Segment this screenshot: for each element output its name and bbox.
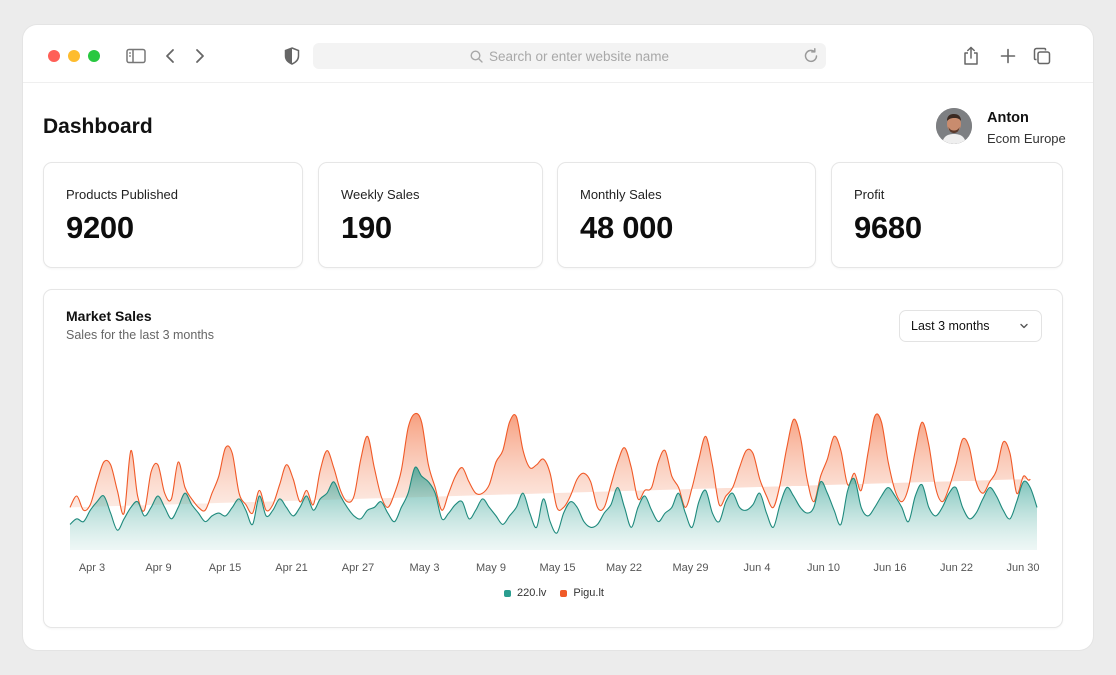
stat-card-monthly-sales: Monthly Sales 48 000 [557, 162, 816, 268]
x-tick-label: Apr 21 [275, 562, 307, 574]
forward-icon[interactable] [188, 44, 212, 68]
series-pigu-lt-line [69, 412, 1031, 515]
legend-label: 220.lv [517, 587, 547, 599]
sidebar-icon[interactable] [124, 44, 148, 68]
x-tick-label: May 15 [539, 562, 575, 574]
x-tick-label: Apr 15 [209, 562, 241, 574]
x-tick-label: May 29 [672, 562, 708, 574]
stat-card-weekly-sales: Weekly Sales 190 [318, 162, 543, 268]
x-tick-label: Jun 16 [873, 562, 906, 574]
range-select[interactable]: Last 3 months [899, 310, 1042, 342]
legend-item[interactable]: Pigu.lt [560, 587, 604, 599]
new-tab-icon[interactable] [996, 44, 1020, 68]
reload-icon[interactable] [802, 47, 820, 65]
browser-window: Search or enter website name Dashboard [23, 25, 1093, 650]
x-tick-label: Jun 22 [940, 562, 973, 574]
market-sales-panel: Market Sales Sales for the last 3 months… [43, 289, 1063, 628]
chart-legend: 220.lv Pigu.lt [44, 587, 1064, 599]
zoom-window-button[interactable] [88, 50, 100, 62]
stat-card-profit: Profit 9680 [831, 162, 1063, 268]
legend-swatch [504, 589, 512, 597]
stat-label: Products Published [66, 187, 179, 202]
back-icon[interactable] [158, 44, 182, 68]
page-title: Dashboard [43, 115, 153, 138]
x-tick-label: Jun 10 [807, 562, 840, 574]
share-icon[interactable] [959, 44, 983, 68]
stat-value: 9680 [854, 210, 922, 245]
range-select-value: Last 3 months [911, 319, 990, 333]
stat-value: 190 [341, 210, 392, 245]
series-220-lv-area [70, 467, 1037, 550]
legend-swatch [560, 589, 568, 597]
tabs-icon[interactable] [1030, 44, 1054, 68]
user-name: Anton [987, 110, 1029, 126]
address-placeholder: Search or enter website name [488, 48, 670, 64]
x-tick-label: Apr 3 [79, 562, 105, 574]
series-pigu-lt-area [70, 413, 1031, 515]
panel-title: Market Sales [66, 308, 152, 324]
minimize-window-button[interactable] [68, 50, 80, 62]
x-tick-label: May 9 [476, 562, 506, 574]
legend-item[interactable]: 220.lv [504, 587, 546, 599]
series-220-lv-line [69, 466, 1038, 534]
x-tick-label: Apr 9 [145, 562, 171, 574]
legend-label: Pigu.lt [573, 587, 604, 599]
avatar[interactable] [936, 108, 972, 144]
address-bar[interactable]: Search or enter website name [313, 43, 826, 69]
user-organization: Ecom Europe [987, 131, 1066, 146]
stat-label: Monthly Sales [580, 187, 662, 202]
stat-label: Profit [854, 187, 885, 202]
panel-subtitle: Sales for the last 3 months [66, 328, 214, 342]
market-sales-chart: Apr 3 Apr 9 Apr 15 Apr 21 Apr 27 May 3 May 9 Ma… [69, 412, 1040, 574]
stat-label: Weekly Sales [341, 187, 420, 202]
stat-value: 48 000 [580, 210, 674, 245]
shield-icon[interactable] [280, 44, 304, 68]
x-tick-label: Apr 27 [342, 562, 374, 574]
x-tick-label: May 3 [410, 562, 440, 574]
x-tick-label: Jun 4 [744, 562, 771, 574]
stat-value: 9200 [66, 210, 134, 245]
search-icon [470, 49, 483, 63]
chevron-down-icon [1019, 321, 1029, 331]
x-tick-label: May 22 [606, 562, 642, 574]
stat-card-products-published: Products Published 9200 [43, 162, 303, 268]
close-window-button[interactable] [48, 50, 60, 62]
x-tick-label: Jun 30 [1006, 562, 1039, 574]
browser-toolbar: Search or enter website name [23, 25, 1093, 83]
user-profile[interactable]: Anton Ecom Europe [936, 108, 1076, 148]
